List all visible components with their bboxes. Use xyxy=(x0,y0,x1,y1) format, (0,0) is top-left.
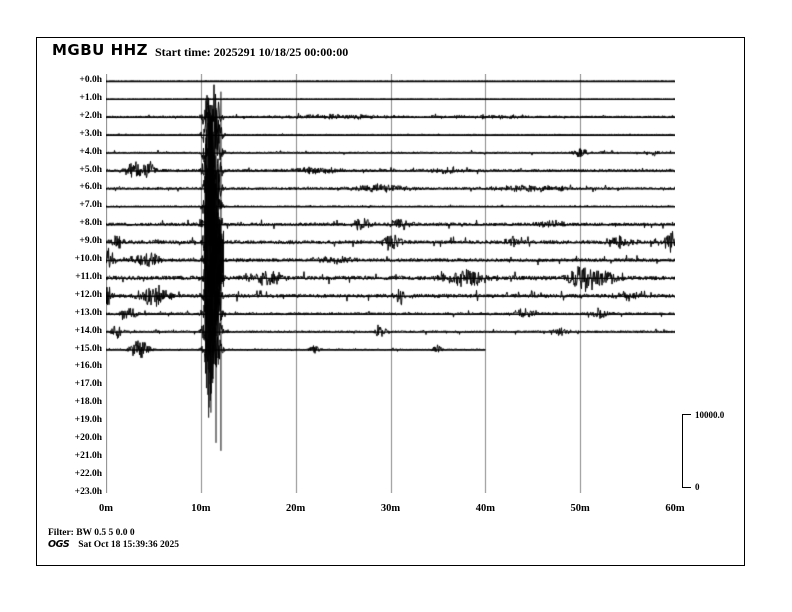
amplitude-scale-legend: 10000.0 0 xyxy=(682,410,742,492)
hour-label-9: +9.0h xyxy=(79,236,102,247)
hour-label-17: +17.0h xyxy=(74,379,102,390)
hour-axis-labels: +0.0h +1.0h +2.0h +3.0h +4.0h +5.0h +6.0h +7.0h… xyxy=(44,0,102,529)
hour-label-3: +3.0h xyxy=(79,128,102,139)
hour-label-13: +13.0h xyxy=(74,307,102,318)
station-channel-title: MGBU HHZ xyxy=(52,41,149,59)
generated-timestamp: Sat Oct 18 15:39:36 2025 xyxy=(78,540,180,550)
hour-label-1: +1.0h xyxy=(79,92,102,103)
minute-axis-labels: 0m 10m 20m 30m 40m 50m 60m xyxy=(99,503,685,514)
start-time-label: Start time: 2025291 10/18/25 00:00:00 xyxy=(155,45,349,59)
hour-label-20: +20.0h xyxy=(74,433,102,443)
scale-max-label: 10000.0 xyxy=(695,410,725,420)
hour-label-22: +22.0h xyxy=(74,468,102,479)
trace-plot-area xyxy=(106,74,675,493)
hour-label-11: +11.0h xyxy=(75,271,102,282)
hour-label-6: +6.0h xyxy=(79,182,102,193)
footer: Filter: BW 0.5 5 0.0 0 OGS Sat Oct 18 15:… xyxy=(48,528,179,551)
minute-label-6: 60m xyxy=(665,503,685,514)
scale-min-label: 0 xyxy=(695,482,700,492)
hour-label-15: +15.0h xyxy=(74,343,102,354)
hour-label-16: +16.0h xyxy=(74,361,102,372)
hour-label-12: +12.0h xyxy=(74,289,102,300)
filter-label: Filter: BW 0.5 5 0.0 0 xyxy=(48,528,135,538)
organization-label: OGS xyxy=(48,539,70,550)
hour-label-14: +14.0h xyxy=(74,325,102,336)
hour-label-5: +5.0h xyxy=(79,164,102,175)
minute-label-3: 30m xyxy=(380,503,401,514)
hour-label-0: +0.0h xyxy=(79,75,102,85)
hour-label-4: +4.0h xyxy=(79,146,102,157)
hour-label-7: +7.0h xyxy=(79,200,102,211)
hour-label-2: +2.0h xyxy=(79,110,102,121)
hour-label-8: +8.0h xyxy=(79,218,102,229)
minute-label-5: 50m xyxy=(570,503,590,514)
hour-label-23: +23.0h xyxy=(74,486,102,497)
minute-label-1: 10m xyxy=(191,503,211,514)
hour-label-19: +19.0h xyxy=(74,415,102,426)
hour-label-21: +21.0h xyxy=(74,450,102,461)
hour-label-10: +10.0h xyxy=(74,254,102,264)
scale-bracket-icon xyxy=(682,414,691,488)
minute-label-2: 20m xyxy=(286,503,306,514)
credit-line: OGS Sat Oct 18 15:39:36 2025 xyxy=(48,539,179,551)
seismic-traces-canvas xyxy=(106,74,675,493)
hour-label-18: +18.0h xyxy=(74,397,102,408)
minute-label-0: 0m xyxy=(99,503,113,514)
minute-label-4: 40m xyxy=(475,503,495,514)
